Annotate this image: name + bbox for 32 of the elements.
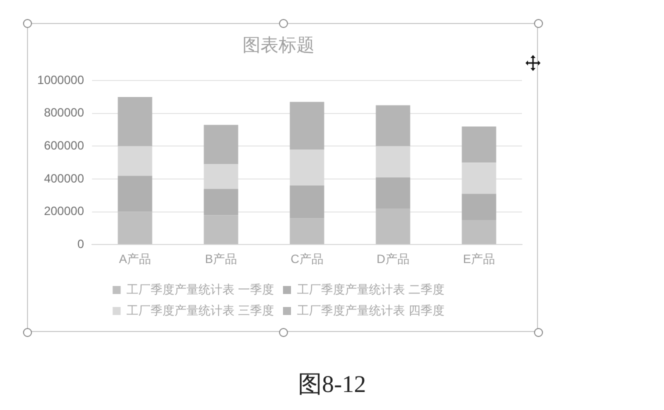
bar bbox=[462, 126, 496, 163]
bar bbox=[118, 212, 152, 244]
bar bbox=[376, 177, 410, 209]
bar bbox=[376, 105, 410, 146]
bar bbox=[204, 188, 238, 216]
legend-label: 工厂季度产量统计表 一季度 bbox=[126, 282, 274, 296]
legend-label: 工厂季度产量统计表 二季度 bbox=[297, 282, 444, 296]
x-tick-label: A产品 bbox=[118, 252, 152, 266]
bar bbox=[290, 218, 324, 244]
x-tick-label: B产品 bbox=[204, 252, 238, 266]
x-tick-label: C产品 bbox=[290, 252, 324, 266]
y-tick-label: 400000 bbox=[44, 171, 84, 186]
bar bbox=[204, 215, 238, 244]
bar bbox=[376, 208, 410, 244]
bar bbox=[204, 124, 238, 164]
y-tick-label: 0 bbox=[77, 236, 84, 251]
x-tick-label: D产品 bbox=[376, 252, 410, 266]
legend-label: 工厂季度产量统计表 三季度 bbox=[126, 303, 274, 318]
y-tick-label: 800000 bbox=[44, 106, 84, 120]
y-tick-label: 200000 bbox=[44, 204, 84, 218]
legend-label: 工厂季度产量统计表 四季度 bbox=[297, 303, 444, 318]
x-tick-label: E产品 bbox=[462, 252, 496, 266]
bar bbox=[290, 186, 324, 218]
bar bbox=[118, 97, 152, 146]
caption: 图8-12 bbox=[297, 371, 367, 400]
chart-title: 图表标题 bbox=[242, 34, 314, 55]
y-tick-label: 600000 bbox=[44, 138, 84, 153]
bar bbox=[462, 220, 496, 244]
bar bbox=[462, 194, 496, 220]
bar bbox=[118, 176, 152, 212]
bar bbox=[290, 102, 324, 150]
y-tick-label: 1000000 bbox=[37, 72, 84, 87]
